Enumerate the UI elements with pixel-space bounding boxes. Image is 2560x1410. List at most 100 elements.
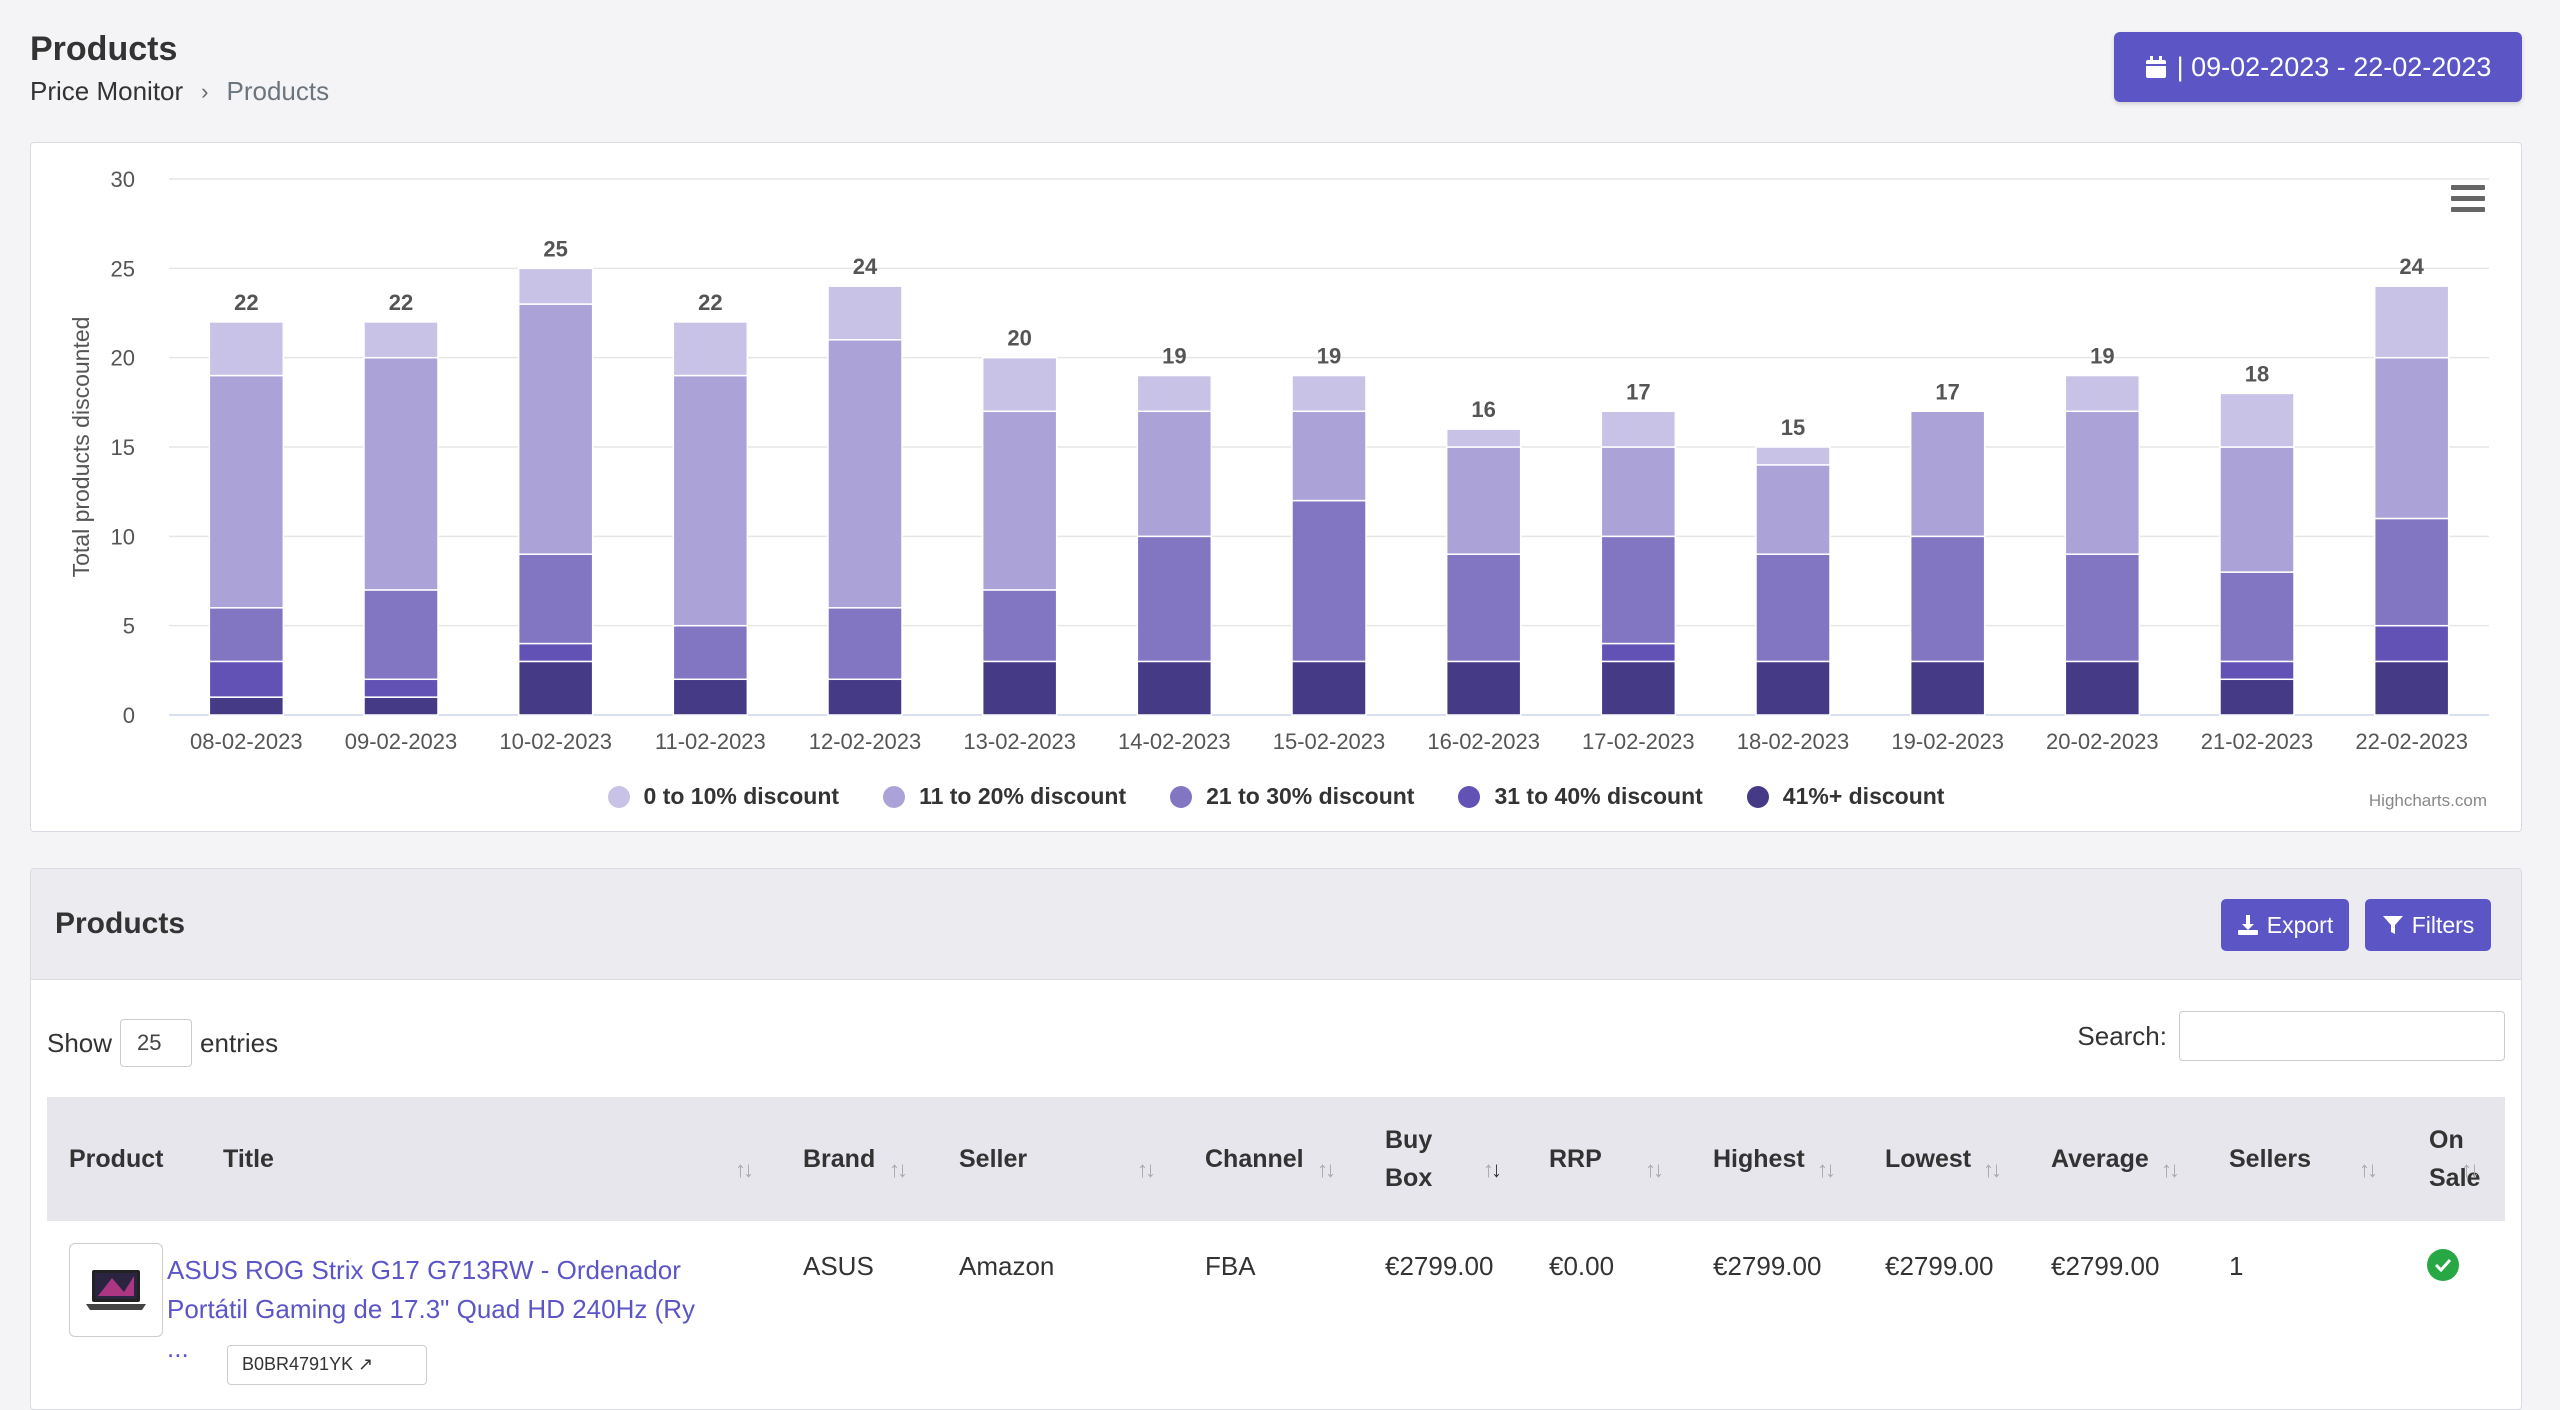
search-control: Search: (2077, 1011, 2505, 1061)
table-title: Products (55, 907, 186, 940)
bar-segment (1909, 410, 1986, 538)
bar-segment (208, 374, 285, 609)
x-tick-label: 18-02-2023 (1737, 729, 1850, 754)
legend-label: 21 to 30% discount (1206, 783, 1415, 809)
calendar-icon (2145, 56, 2166, 78)
external-link-icon: ↗ (358, 1354, 374, 1374)
bar-segment (2219, 571, 2295, 663)
sort-icon[interactable]: ↑↓ (2461, 1157, 2480, 1182)
search-input[interactable] (2179, 1011, 2505, 1061)
export-label: Export (2266, 911, 2334, 938)
bar-total-label: 22 (234, 290, 258, 315)
x-tick-label: 17-02-2023 (1582, 729, 1695, 754)
x-tick-label: 11-02-2023 (655, 729, 766, 754)
column-sellers[interactable]: Sellers (2229, 1145, 2312, 1173)
bar-segment (1291, 660, 1367, 716)
column-highest[interactable]: Highest (1713, 1145, 1805, 1173)
column-buy-box[interactable]: Buy Box (1385, 1126, 1433, 1192)
breadcrumb-price-monitor[interactable]: Price Monitor (30, 76, 184, 106)
column-brand[interactable]: Brand (803, 1145, 876, 1173)
column-title[interactable]: Title (223, 1145, 274, 1173)
sort-icon[interactable]: ↑↓ (1645, 1157, 1664, 1182)
sort-icon[interactable]: ↑↓ (2161, 1157, 2180, 1182)
bar-total-label: 19 (2090, 344, 2114, 369)
x-tick-label: 22-02-2023 (2355, 729, 2468, 754)
breadcrumb-products: Products (226, 76, 330, 106)
chart-legend: 0 to 10% discount 11 to 20% discount 21 to… (31, 783, 2521, 810)
product-thumbnail[interactable] (69, 1243, 163, 1337)
sort-icon[interactable]: ↑↓ (735, 1157, 754, 1182)
chart-menu-icon[interactable] (2451, 185, 2485, 213)
legend-item[interactable]: 0 to 10% discount (607, 783, 839, 810)
sort-icon[interactable]: ↑↓ (889, 1157, 908, 1182)
column-channel[interactable]: Channel (1205, 1145, 1304, 1173)
laptop-image (86, 1270, 146, 1310)
bar-segment (1755, 464, 1831, 555)
sort-icon[interactable]: ↑↓ (1817, 1157, 1836, 1182)
bar-segment (1755, 553, 1831, 663)
bar-segment (2373, 624, 2450, 663)
legend-marker-icon (607, 785, 630, 808)
date-range-button[interactable]: | 09-02-2023 - 22-02-2023 (2114, 32, 2522, 102)
breadcrumb: Price Monitor › Products (30, 76, 329, 107)
legend-item[interactable]: 31 to 40% discount (1458, 783, 1703, 810)
sort-icon[interactable]: ↑↓ (1983, 1157, 2002, 1182)
x-tick-label: 09-02-2023 (345, 729, 458, 754)
filters-label: Filters (2411, 911, 2475, 938)
entries-select[interactable]: 25 (120, 1019, 193, 1067)
bar-segment (363, 696, 439, 716)
x-tick-label: 12-02-2023 (809, 729, 922, 754)
bar-segment (1909, 660, 1986, 716)
column-on-sale[interactable]: On Sale (2429, 1126, 2481, 1192)
legend-item[interactable]: 21 to 30% discount (1170, 783, 1414, 810)
bar-segment (981, 660, 1058, 716)
bar-segment (827, 678, 903, 716)
bar-segment (827, 339, 903, 609)
column-average[interactable]: Average (2051, 1145, 2149, 1173)
x-tick-label: 20-02-2023 (2046, 729, 2159, 754)
bar-segment (827, 285, 903, 341)
table-card-header: Products Export Filters (31, 869, 2521, 980)
bar-segment (517, 642, 594, 663)
bar-total-label: 24 (853, 254, 878, 279)
bar-segment (517, 660, 594, 716)
asin-link[interactable]: B0BR4791YK ↗ (227, 1345, 427, 1385)
export-button[interactable]: Export (2221, 899, 2349, 951)
bar-total-label: 20 (1007, 326, 1031, 351)
x-tick-label: 14-02-2023 (1118, 729, 1231, 754)
chevron-right-icon: › (201, 78, 209, 104)
bar-segment (208, 607, 285, 663)
bar-segment (1136, 374, 1213, 413)
bar-segment (672, 678, 749, 716)
bar-segment (208, 321, 285, 377)
legend-marker-icon (1746, 785, 1769, 808)
bar-segment (363, 321, 439, 359)
bar-segment (2064, 374, 2141, 413)
bar-total-label: 24 (2399, 254, 2424, 279)
bar-segment (981, 589, 1058, 663)
cell-average: €2799.00 (2051, 1251, 2160, 1281)
sort-icon[interactable]: ↑↓ (1317, 1157, 1336, 1182)
legend-item[interactable]: 41%+ discount (1746, 783, 1944, 810)
sort-icon[interactable]: ↑↓ (1137, 1157, 1156, 1182)
sort-icon[interactable]: ↑↓ (2359, 1157, 2378, 1182)
page-title: Products (30, 30, 178, 68)
sort-desc-icon[interactable]: ↑↓ (1483, 1157, 1502, 1182)
filters-button[interactable]: Filters (2365, 899, 2491, 951)
chart-credits[interactable]: Highcharts.com (2368, 791, 2487, 810)
bar-segment (517, 267, 594, 305)
column-rrp[interactable]: RRP (1549, 1145, 1602, 1173)
y-tick-label: 30 (111, 167, 135, 192)
date-range-label: | 09-02-2023 - 22-02-2023 (2176, 51, 2492, 82)
bar-segment (208, 660, 285, 698)
column-seller[interactable]: Seller (959, 1145, 1028, 1173)
product-title-link[interactable]: ASUS ROG Strix G17 G713RW - Ordenador Po… (167, 1255, 696, 1363)
legend-item[interactable]: 11 to 20% discount (883, 783, 1126, 810)
bar-segment (1755, 660, 1831, 716)
bar-segment (2219, 392, 2295, 448)
column-lowest[interactable]: Lowest (1885, 1145, 1972, 1173)
bar-total-label: 17 (1626, 379, 1650, 404)
bar-segment (2219, 446, 2295, 573)
bar-segment (1600, 446, 1677, 538)
